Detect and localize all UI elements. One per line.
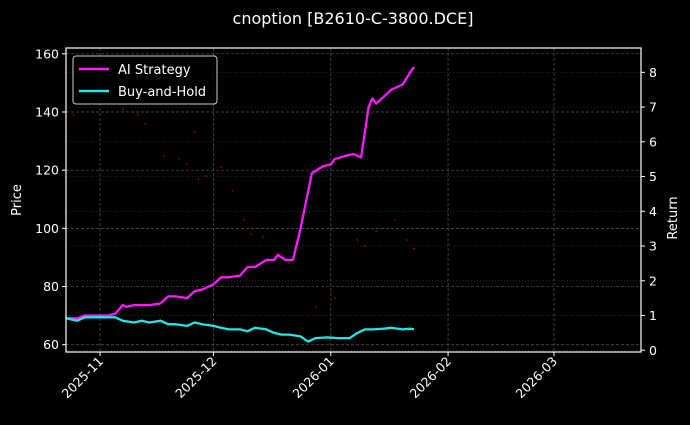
price-point — [250, 233, 253, 236]
y-tick-label-right: 4 — [649, 204, 657, 219]
price-point — [356, 239, 359, 241]
price-point — [136, 114, 139, 116]
y-tick-label-right: 1 — [649, 308, 657, 323]
y-tick-label-left: 160 — [35, 46, 59, 61]
y-tick-label-left: 60 — [43, 337, 59, 352]
price-point — [242, 218, 245, 221]
price-point — [363, 244, 366, 247]
price-point — [220, 166, 222, 169]
y-axis-right: 0 1 2 3 4 5 6 7 8 — [641, 65, 657, 358]
y-axis-left: 60 80 100 120 140 160 — [35, 46, 66, 352]
y-tick-label-left: 120 — [35, 163, 59, 178]
grid-right — [66, 71, 641, 351]
y-tick-label-right: 6 — [649, 134, 657, 149]
price-point — [231, 189, 234, 192]
series-line-buy-and-hold — [65, 316, 415, 343]
x-tick-label: 2026-03 — [513, 354, 561, 402]
price-point — [72, 114, 75, 116]
x-tick-label: 2025-12 — [172, 354, 220, 402]
y-tick-label-right: 5 — [649, 169, 657, 184]
price-point — [205, 175, 207, 177]
legend-label-ai-strategy: AI Strategy — [118, 63, 191, 78]
y-tick-label-right: 2 — [649, 273, 657, 288]
price-point — [144, 122, 147, 125]
x-tick-label: 2026-01 — [289, 354, 337, 402]
price-point — [121, 108, 124, 110]
price-point — [314, 306, 317, 308]
grid-left — [66, 53, 641, 346]
price-point — [333, 297, 336, 300]
y-tick-label-right: 7 — [649, 100, 657, 115]
legend-label-buy-and-hold: Buy-and-Hold — [118, 85, 206, 100]
price-point — [405, 239, 408, 241]
price-point — [261, 236, 264, 238]
chart-title: cnoption [B2610-C-3800.DCE] — [233, 9, 474, 28]
x-tick-label: 2025-11 — [59, 354, 107, 402]
x-axis: 2025-11 2025-12 2026-01 2026-02 2026-03 — [59, 352, 560, 401]
y-tick-label-right: 0 — [649, 343, 657, 358]
y-tick-label-right: 8 — [649, 65, 657, 80]
price-point — [193, 131, 196, 134]
price-point — [288, 262, 291, 265]
price-point — [197, 178, 200, 180]
legend: AI Strategy Buy-and-Hold — [72, 55, 218, 105]
price-point — [394, 218, 397, 221]
price-point — [375, 230, 378, 233]
series-layer — [65, 66, 415, 343]
price-point — [212, 146, 215, 148]
y-tick-label-left: 100 — [35, 221, 59, 236]
series-line-ai-strategy — [66, 66, 415, 320]
price-point — [186, 163, 188, 166]
y-tick-label-left: 140 — [35, 105, 59, 120]
y-tick-label-right: 3 — [649, 239, 657, 254]
price-point — [413, 247, 415, 250]
price-point — [163, 154, 166, 157]
y-axis-left-label: Price — [10, 184, 25, 216]
price-point — [178, 157, 181, 160]
y-axis-right-label: Return — [666, 196, 681, 239]
x-tick-label: 2026-02 — [407, 354, 455, 402]
y-tick-label-left: 80 — [43, 279, 59, 294]
plot-frame — [65, 47, 642, 353]
